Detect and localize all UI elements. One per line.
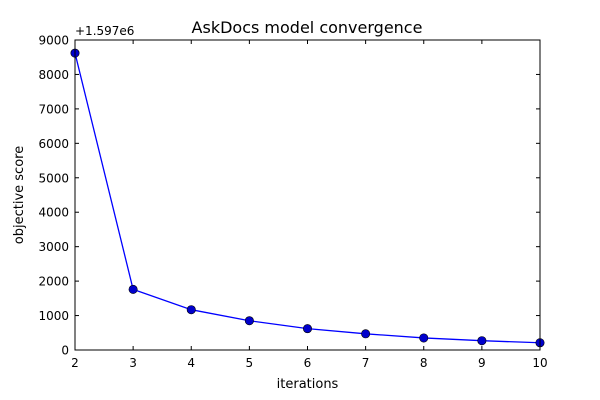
y-tick-label: 0 xyxy=(61,344,69,358)
y-tick-label: 1000 xyxy=(38,309,69,323)
ticks-layer: 2 3 4 5 6 7 8 9 10 0 1000 2000 3000 4000 5000 6000 7000 8… xyxy=(38,34,547,371)
data-point xyxy=(128,284,138,294)
x-tick-label: 9 xyxy=(478,356,486,370)
y-tick-label: 5000 xyxy=(38,171,69,185)
y-tick-label: 9000 xyxy=(38,34,69,48)
data-point xyxy=(302,324,312,334)
y-tick-label: 8000 xyxy=(38,68,69,82)
y-tick-label: 6000 xyxy=(38,137,69,151)
series-layer xyxy=(70,48,545,348)
plot-frame xyxy=(74,39,541,351)
data-point xyxy=(244,316,254,326)
chart-title: AskDocs model convergence xyxy=(192,18,423,37)
y-tick-label: 2000 xyxy=(38,275,69,289)
x-tick-label: 3 xyxy=(129,356,137,370)
y-tick-label: 3000 xyxy=(38,240,69,254)
x-tick-label: 10 xyxy=(532,356,547,370)
y-offset-label: +1.597e6 xyxy=(75,24,134,38)
data-point xyxy=(419,333,429,343)
y-tick-label: 4000 xyxy=(38,206,69,220)
x-tick-label: 7 xyxy=(362,356,370,370)
data-point xyxy=(186,305,196,315)
y-axis-label: objective score xyxy=(12,146,27,244)
x-axis-label: iterations xyxy=(277,377,339,392)
x-tick-label: 5 xyxy=(246,356,254,370)
data-point xyxy=(477,336,487,346)
data-point xyxy=(361,329,371,339)
series-line xyxy=(74,52,541,344)
y-tick-label: 7000 xyxy=(38,102,69,116)
x-tick-label: 6 xyxy=(304,356,312,370)
x-tick-label: 2 xyxy=(71,356,79,370)
x-tick-label: 8 xyxy=(420,356,428,370)
x-tick-label: 4 xyxy=(187,356,195,370)
